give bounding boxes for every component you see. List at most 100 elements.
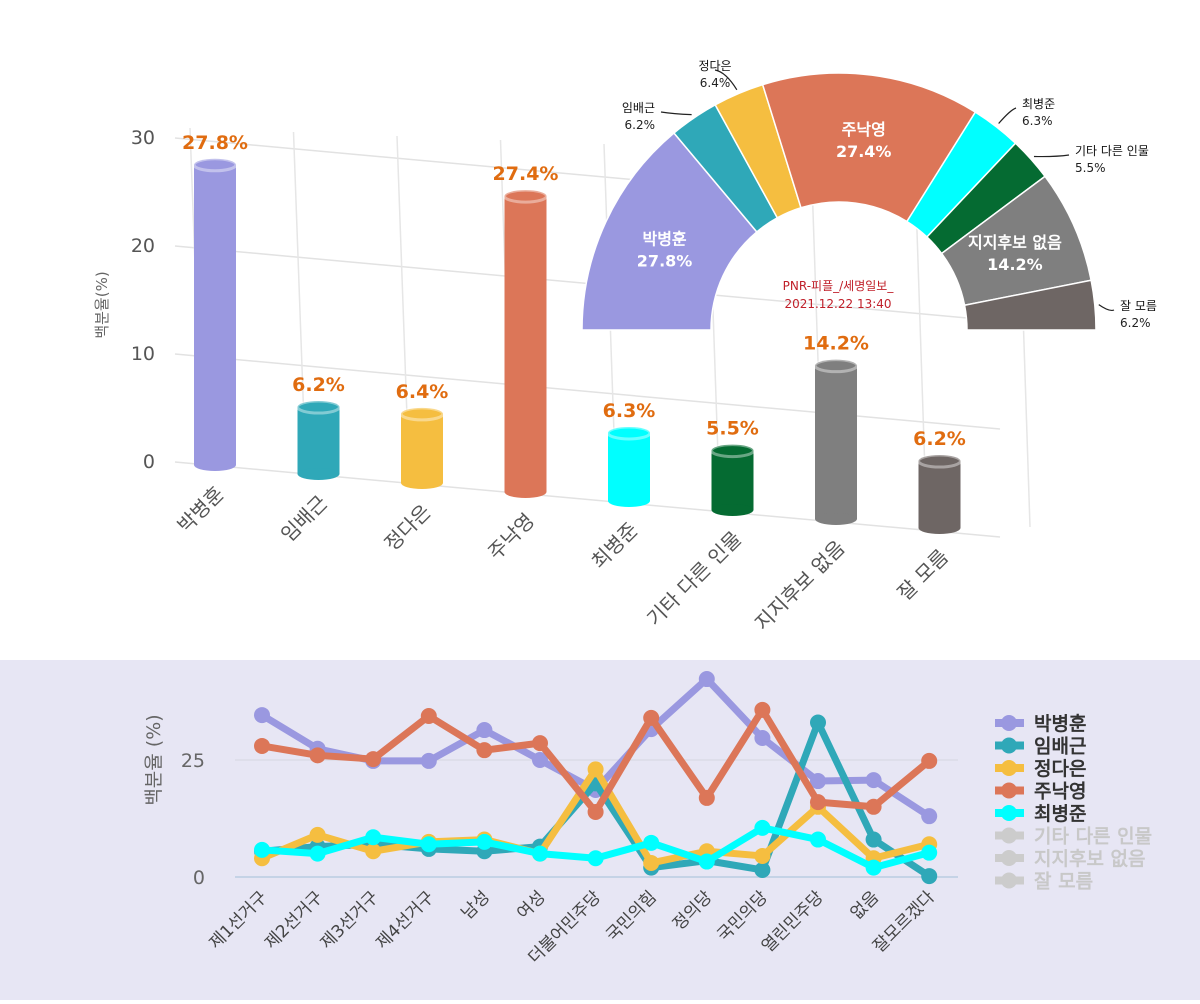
leader-line — [1098, 304, 1115, 312]
x-tick-label: 여성 — [513, 887, 549, 923]
slice-value: 14.2% — [987, 255, 1043, 274]
slice-value: 6.2% — [1120, 316, 1151, 330]
slice-label: 정다은 — [698, 59, 731, 73]
bar-6 — [710, 443, 755, 516]
x-tick-label: 지지후보 없음 — [750, 536, 850, 636]
slice-label: 임배근 — [622, 101, 655, 115]
series-5 — [254, 819, 938, 876]
data-point — [921, 752, 938, 769]
grid-line — [174, 353, 1001, 430]
y-axis-title: 백분율 (%) — [143, 714, 165, 805]
source-note: PNR-피플_/세명일보_ — [783, 279, 895, 293]
x-tick-label: 정의당 — [669, 887, 717, 935]
data-point — [476, 742, 493, 759]
y-tick-label: 10 — [131, 343, 155, 365]
bar-7 — [813, 358, 859, 525]
bar-bottom — [194, 459, 236, 471]
legend-swatch-marker — [1001, 760, 1017, 776]
x-tick-label: 잘모르겠다 — [869, 887, 939, 957]
x-tick-label: 기타 다른 인물 — [642, 527, 746, 631]
legend-item[interactable]: 주낙영 — [995, 781, 1086, 803]
bar-data-label: 5.5% — [706, 418, 759, 440]
legend-swatch-marker — [1001, 782, 1017, 799]
x-tick-label: 주낙영 — [483, 509, 539, 565]
legend-label: 기타 다른 인물 — [1034, 826, 1152, 848]
bar-body — [401, 413, 443, 483]
bar-top — [192, 157, 238, 173]
bar-body — [194, 164, 236, 465]
x-tick-label: 제4선거구 — [372, 887, 438, 953]
legend-swatch-marker — [1001, 827, 1017, 844]
bar-top — [503, 188, 548, 204]
x-tick-label: 없음 — [847, 887, 883, 923]
data-point — [420, 752, 437, 769]
bar-bottom — [504, 486, 547, 498]
legend-swatch-marker — [1001, 805, 1017, 821]
legend-item[interactable]: 잘 모름 — [995, 871, 1093, 893]
data-point — [810, 714, 826, 731]
legend-item[interactable]: 기타 다른 인물 — [995, 826, 1152, 848]
data-point — [365, 829, 382, 846]
slice-label: 주낙영 — [842, 120, 886, 139]
data-point — [420, 836, 437, 853]
bar-bottom — [815, 513, 857, 525]
legend-item[interactable]: 지지후보 없음 — [995, 848, 1146, 870]
legend-item[interactable]: 임배근 — [995, 736, 1086, 758]
x-tick-label: 임배근 — [276, 491, 332, 547]
data-point — [254, 841, 270, 858]
x-tick-label: 정다은 — [380, 500, 436, 556]
data-point — [921, 808, 938, 825]
data-point — [532, 735, 548, 752]
bar-bottom — [918, 522, 961, 534]
data-point — [921, 868, 938, 885]
slice-value: 27.4% — [836, 142, 892, 161]
legend-label: 지지후보 없음 — [1034, 848, 1146, 870]
data-point — [587, 803, 604, 820]
data-point — [532, 845, 548, 862]
data-point — [643, 854, 660, 871]
bar-data-label: 6.2% — [913, 428, 966, 450]
slice-label: 기타 다른 인물 — [1075, 144, 1149, 158]
data-point — [698, 671, 715, 688]
legend-label: 임배근 — [1034, 736, 1086, 758]
data-point — [420, 708, 437, 725]
bar-top — [606, 425, 652, 441]
bar-top — [813, 358, 859, 374]
data-point — [476, 722, 493, 739]
bar-top — [296, 399, 341, 415]
bar-data-label: 27.4% — [493, 163, 559, 185]
legend-label: 주낙영 — [1034, 781, 1086, 803]
data-point — [698, 853, 715, 870]
y-tick-label: 0 — [143, 451, 155, 473]
bar-and-donut-chart: 0 10 20 30 백분율(%) 27.8% 박병훈 6.2% 임배근 6.4% 정다은 27.4%… — [93, 59, 1157, 636]
legend-item[interactable]: 최병준 — [995, 803, 1086, 825]
data-point — [309, 747, 326, 764]
slice-value: 5.5% — [1075, 161, 1106, 175]
y-axis-title: 백분율(%) — [93, 271, 111, 338]
bar-body — [815, 365, 857, 519]
slice-label: 최병준 — [1022, 97, 1055, 111]
slice-value: 6.2% — [625, 118, 656, 132]
data-point — [810, 831, 826, 848]
data-point — [587, 761, 604, 778]
x-tick-label: 남성 — [458, 887, 494, 923]
bar-bottom — [608, 495, 650, 507]
legend-item[interactable]: 박병훈 — [995, 712, 1086, 735]
data-point — [254, 737, 270, 754]
legend-swatch-marker — [1001, 737, 1017, 754]
data-point — [476, 833, 493, 850]
bar-body — [918, 461, 961, 528]
bar-chart-svg: 0 10 20 30 백분율(%) 27.8% 박병훈 6.2% 임배근 6.4% 정다은 27.4%… — [93, 59, 1157, 636]
legend-item[interactable]: 정다은 — [995, 758, 1086, 780]
bar-bottom — [711, 504, 754, 516]
bar-body — [504, 196, 547, 492]
data-point — [532, 752, 548, 768]
legend-label: 정다은 — [1034, 758, 1086, 780]
bar-data-label: 14.2% — [803, 333, 869, 355]
bar-data-label: 6.3% — [603, 400, 656, 422]
bar-data-label: 6.4% — [396, 381, 449, 403]
line-chart-panel: 0 25 백분율 (%) 제1선거구 제2선거구 제3선거구 제4선거구 남성 여성 더불어민주당… — [0, 660, 1200, 1000]
legend-swatch-marker — [1001, 850, 1017, 866]
bar-body — [297, 407, 340, 474]
